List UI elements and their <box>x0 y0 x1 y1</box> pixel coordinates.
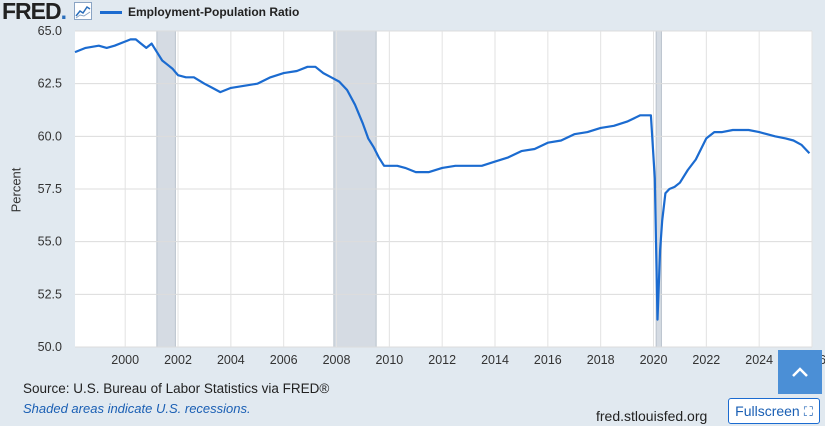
y-tick-label: 50.0 <box>38 340 62 354</box>
fred-logo[interactable]: FRED. <box>2 0 67 24</box>
x-tick-label: 2000 <box>111 353 139 367</box>
x-tick-label: 2008 <box>323 353 351 367</box>
scroll-top-button[interactable] <box>778 350 822 394</box>
fullscreen-label: Fullscreen <box>735 403 800 419</box>
chevron-up-icon <box>792 367 808 377</box>
x-tick-label: 2012 <box>428 353 456 367</box>
x-tick-label: 2020 <box>640 353 668 367</box>
x-tick-label: 2006 <box>270 353 298 367</box>
source-text: Source: U.S. Bureau of Labor Statistics … <box>23 381 330 396</box>
site-url[interactable]: fred.stlouisfed.org <box>596 408 708 424</box>
legend-label: Employment-Population Ratio <box>128 5 300 19</box>
x-tick-label: 2010 <box>375 353 403 367</box>
fullscreen-button[interactable]: Fullscreen ⛶ <box>728 398 820 424</box>
x-tick-label: 2002 <box>164 353 192 367</box>
chart-header: FRED. Employment-Population Ratio <box>0 0 825 24</box>
y-tick-label: 55.0 <box>38 235 62 249</box>
y-tick-label: 57.5 <box>38 182 62 196</box>
x-tick-label: 2022 <box>692 353 720 367</box>
x-tick-label: 2024 <box>745 353 773 367</box>
y-tick-label: 65.0 <box>38 24 62 38</box>
legend: Employment-Population Ratio <box>100 4 299 20</box>
y-tick-label: 62.5 <box>38 77 62 91</box>
fullscreen-icon: ⛶ <box>803 403 813 419</box>
y-tick-label: 52.5 <box>38 287 62 301</box>
recession-note: Shaded areas indicate U.S. recessions. <box>23 401 251 416</box>
x-tick-label: 2018 <box>587 353 615 367</box>
line-graph-icon[interactable] <box>74 2 92 20</box>
series-line-employment-population-ratio <box>74 38 811 321</box>
x-tick-label: 2014 <box>481 353 509 367</box>
legend-swatch <box>100 10 122 14</box>
x-tick-label: 2016 <box>534 353 562 367</box>
x-tick-label: 2004 <box>217 353 245 367</box>
y-tick-label: 60.0 <box>38 129 62 143</box>
